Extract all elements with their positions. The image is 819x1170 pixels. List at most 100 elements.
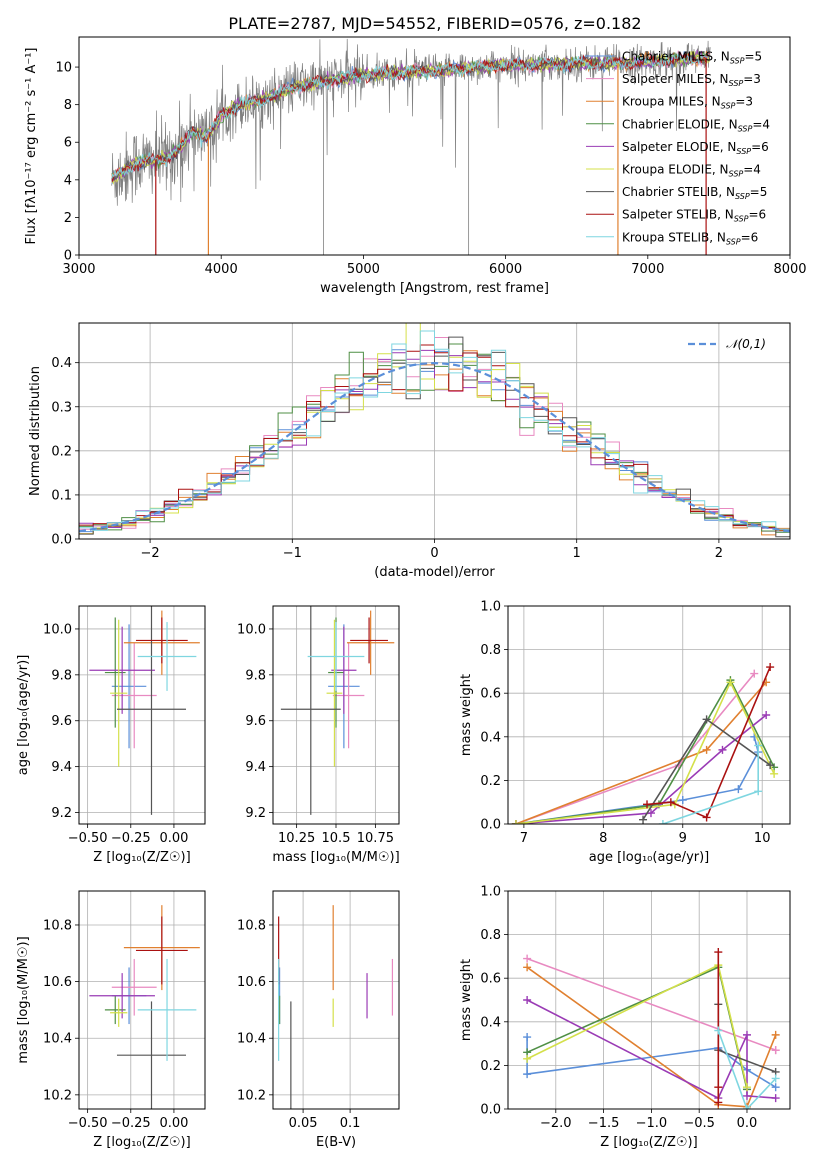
x-tick-label: 1: [573, 546, 581, 561]
legend-label: Kroupa STELIB, NSSP=6: [622, 230, 758, 246]
weight-marker: [718, 745, 727, 754]
y-tick-label: 1.0: [480, 885, 501, 900]
plot-area: [508, 606, 790, 824]
y-tick-label: 0.2: [480, 774, 501, 789]
y-tick-label: 9.2: [245, 806, 266, 821]
x-axis-label: mass [log₁₀(M/M☉)]: [272, 850, 399, 865]
x-tick-label: 10.75: [357, 831, 394, 846]
y-tick-label: 9.8: [51, 668, 72, 683]
weight-marker: [770, 769, 779, 778]
weight-marker: [523, 1070, 532, 1079]
y-tick-label: 10.8: [43, 918, 72, 933]
weight-marker: [754, 741, 763, 750]
y-tick-label: 9.2: [51, 806, 72, 821]
weight-marker: [742, 1030, 751, 1039]
x-tick-label: −1: [283, 546, 302, 561]
y-tick-label: 10: [55, 61, 72, 76]
y-tick-label: 4: [64, 173, 72, 188]
x-tick-label: 4000: [205, 262, 238, 277]
y-tick-label: 10.6: [43, 975, 72, 990]
y-tick-label: 0.2: [480, 1059, 501, 1074]
y-tick-label: 0: [64, 249, 72, 264]
y-axis-label: Flux [fλ10⁻¹⁷ erg cm⁻² s⁻¹ A⁻¹]: [24, 48, 39, 245]
axes-frame: [78, 890, 206, 1110]
weight-marker: [771, 1030, 780, 1039]
x-tick-label: −1.0: [636, 1116, 668, 1131]
y-tick-label: 10.4: [43, 1032, 72, 1047]
y-tick-label: 10.0: [43, 622, 72, 637]
y-axis-label: age [log₁₀(age/yr)]: [16, 655, 31, 776]
age-vs-metallicity-panel: −0.50 −0.25 0.00 9.2 9.4 9.6 9.8 10.0 Z [log₁₀(Z…: [16, 605, 206, 865]
x-axis-label: (data-model)/error: [374, 565, 495, 580]
residual-histogram-panel: −2 −1 0 1 2 0.0 0.1 0.2 0.3 0.4 (data-model)/error…: [28, 322, 791, 580]
axes-frame: [507, 605, 791, 825]
weight-marker: [771, 1083, 780, 1092]
weight-marker: [750, 669, 759, 678]
weight-marker: [754, 787, 763, 796]
x-tick-label: 6000: [489, 262, 522, 277]
y-tick-label: 10.2: [237, 1088, 266, 1103]
axes-frame: [78, 36, 791, 256]
x-tick-label: 8000: [773, 262, 806, 277]
y-tick-label: 8: [64, 98, 72, 113]
x-tick-label: −1.5: [588, 1116, 620, 1131]
y-tick-label: 9.4: [51, 760, 72, 775]
plot-area: [273, 606, 399, 824]
weight-marker: [658, 820, 667, 824]
y-tick-label: 0.6: [480, 972, 501, 987]
weight-marker: [771, 1094, 780, 1103]
x-tick-label: −0.25: [111, 1116, 151, 1131]
x-tick-label: 0: [430, 546, 438, 561]
weight-marker: [639, 815, 648, 824]
y-tick-label: 0.4: [480, 1015, 501, 1030]
weight-line-salpeter-miles: [515, 673, 755, 824]
weight-line-salpeter-elodie: [515, 714, 767, 824]
weight-marker: [726, 678, 735, 687]
y-axis-label: mass [log₁₀(M/M☉)]: [16, 936, 31, 1063]
plot-area: [508, 891, 790, 1109]
weight-marker: [523, 963, 532, 972]
x-tick-label: 10.25: [278, 831, 315, 846]
mass-vs-ebv-panel: 0.05 0.1 10.2 10.4 10.6 10.8 E(B-V): [237, 890, 400, 1150]
y-tick-label: 10.0: [237, 622, 266, 637]
model-spectrum-kroupa-elodie: [111, 50, 711, 186]
x-tick-label: 10.5: [322, 831, 351, 846]
y-tick-label: 0.1: [51, 488, 72, 503]
plot-area: [79, 891, 205, 1109]
y-tick-label: 0.2: [51, 444, 72, 459]
y-tick-label: 0.4: [51, 356, 72, 371]
x-tick-label: −0.25: [111, 831, 151, 846]
x-axis-label: E(B-V): [316, 1135, 356, 1150]
y-tick-label: 9.4: [245, 760, 266, 775]
x-tick-label: 9: [679, 831, 687, 846]
axes-frame: [78, 605, 206, 825]
plot-area: [111, 38, 711, 255]
x-tick-label: −0.50: [68, 1116, 108, 1131]
weight-marker: [643, 800, 652, 809]
y-tick-label: 1.0: [480, 600, 501, 615]
weight-marker: [702, 745, 711, 754]
y-tick-label: 0.4: [480, 730, 501, 745]
x-axis-label: Z [log₁₀(Z/Z☉)]: [600, 1135, 697, 1150]
weight-line-kroupa-elodie: [515, 680, 775, 824]
weight-line-kroupa-stelib: [717, 1030, 777, 1109]
x-tick-label: 7: [520, 831, 528, 846]
x-tick-label: −2: [141, 546, 160, 561]
weight-marker: [714, 1098, 723, 1107]
y-axis-label: mass weight: [459, 959, 474, 1041]
y-tick-label: 10.6: [237, 975, 266, 990]
x-tick-label: 8: [599, 831, 607, 846]
weight-marker: [766, 663, 775, 672]
weight-line-chabrier-elodie: [515, 678, 775, 824]
x-tick-label: 2: [715, 546, 723, 561]
legend-label: Kroupa MILES, NSSP=3: [622, 95, 753, 111]
y-tick-label: 0.0: [480, 1103, 501, 1118]
weight-line-chabrier-elodie: [526, 966, 748, 1090]
legend-label: 𝒩(0,1): [726, 337, 766, 351]
weight-vs-metallicity-panel: −2.0 −1.5 −1.0 −0.5 0.0 0.0 0.2 0.4 0.6 0.8 1.0 Z […: [459, 885, 791, 1150]
weight-marker: [742, 1105, 751, 1109]
x-axis-label: Z [log₁₀(Z/Z☉)]: [93, 850, 190, 865]
y-axis-label: Normed distribution: [28, 366, 43, 496]
weight-line-kroupa-miles: [526, 966, 777, 1108]
